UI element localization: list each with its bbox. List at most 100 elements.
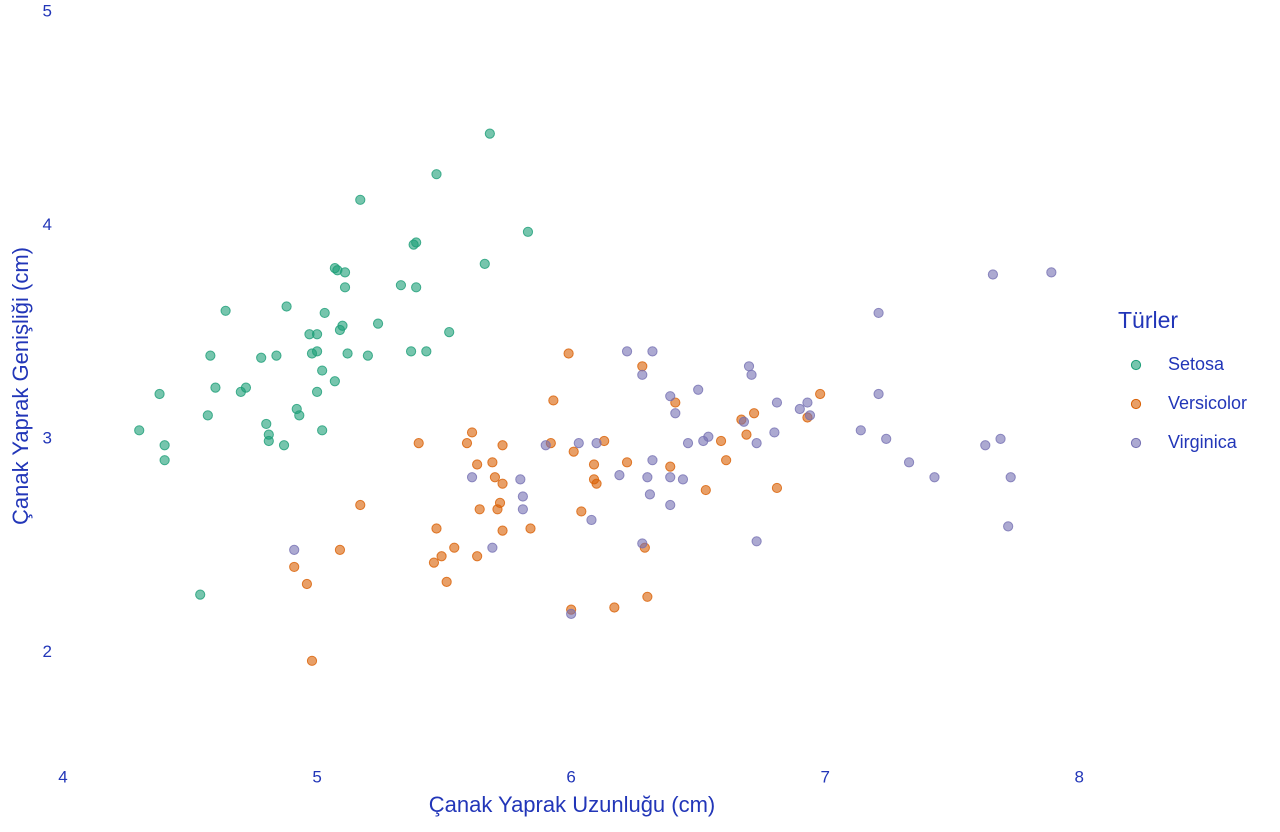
point [873, 388, 884, 400]
x-tick-label: 7 [820, 767, 829, 786]
point [525, 523, 536, 534]
point [405, 346, 417, 357]
point [497, 525, 508, 536]
point [995, 433, 1006, 444]
point [517, 504, 528, 515]
point [515, 474, 526, 485]
point [497, 440, 508, 451]
point [339, 267, 351, 278]
point [306, 655, 318, 666]
point [205, 350, 216, 361]
point [355, 499, 366, 511]
point [682, 438, 694, 449]
point [421, 346, 432, 357]
point [748, 408, 760, 419]
point [609, 602, 620, 613]
point [637, 538, 648, 549]
point [644, 489, 656, 500]
point [873, 307, 884, 319]
point [665, 391, 676, 402]
point [466, 427, 478, 438]
legend-marker [1130, 359, 1142, 371]
point [487, 457, 498, 468]
legend-title: Türler [1118, 307, 1178, 333]
point [289, 561, 300, 573]
y-tick-label: 4 [43, 215, 52, 234]
point [319, 307, 330, 319]
point [479, 258, 490, 269]
point [738, 416, 750, 427]
point [472, 551, 483, 562]
point [411, 237, 422, 248]
legend-label: Versicolor [1168, 393, 1247, 413]
point [334, 544, 346, 555]
point [289, 544, 300, 555]
point [210, 382, 221, 393]
point [647, 455, 658, 466]
point [395, 280, 407, 291]
y-tick-label: 5 [43, 1, 52, 20]
point [670, 408, 681, 419]
point [802, 397, 813, 408]
point [665, 499, 676, 511]
point [721, 455, 732, 466]
point [573, 438, 584, 449]
point [329, 376, 340, 387]
point [693, 384, 704, 395]
point [769, 427, 780, 438]
point [301, 578, 313, 590]
point [431, 523, 442, 534]
point [647, 346, 658, 357]
point [497, 478, 508, 489]
x-axis-title: Çanak Yaprak Uzunluğu (cm) [429, 792, 716, 817]
x-tick-label: 5 [312, 767, 321, 786]
point [855, 425, 866, 436]
point [311, 329, 323, 340]
point [487, 542, 498, 553]
point [677, 474, 689, 485]
point [278, 440, 290, 451]
point [815, 388, 826, 400]
point [202, 410, 213, 421]
point [271, 350, 282, 361]
point [311, 346, 323, 357]
point [444, 327, 455, 338]
point [637, 369, 648, 380]
point [256, 352, 267, 363]
point [489, 472, 501, 483]
point [154, 388, 165, 400]
point [794, 403, 805, 415]
point [563, 348, 574, 359]
point [484, 128, 495, 139]
point [703, 431, 714, 442]
y-tick-label: 2 [43, 642, 52, 661]
point [621, 457, 633, 468]
point [771, 397, 783, 408]
point [494, 497, 506, 508]
point [741, 429, 752, 440]
point [431, 169, 442, 180]
point [591, 438, 602, 449]
x-tick-label: 6 [566, 767, 575, 786]
point [355, 194, 366, 205]
point [665, 472, 676, 483]
point [339, 282, 351, 293]
point [317, 365, 328, 376]
point [240, 382, 252, 393]
point [337, 320, 348, 331]
point [566, 608, 577, 619]
x-tick-label: 8 [1075, 767, 1084, 786]
point [261, 418, 272, 430]
y-axis-title: Çanak Yaprak Genişliği (cm) [8, 247, 33, 525]
point [715, 435, 727, 447]
point [311, 386, 323, 398]
point [522, 226, 534, 237]
point [540, 440, 551, 451]
legend-label: Virginica [1168, 432, 1238, 452]
point [281, 301, 292, 312]
point [372, 318, 384, 329]
point [441, 576, 452, 587]
point [342, 348, 353, 359]
